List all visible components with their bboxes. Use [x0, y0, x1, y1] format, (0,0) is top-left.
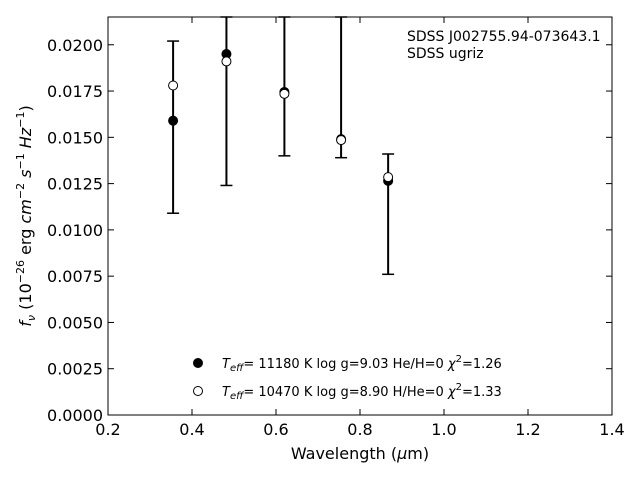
- errorbars-layer: [167, 16, 395, 276]
- y-axis-label: fν (10−26 erg cm−2 s−1 Hz−1): [14, 105, 38, 326]
- y-tick-label: 0.0025: [47, 360, 103, 379]
- x-axis-label: Wavelength (μm): [291, 444, 429, 463]
- data-point-open: [336, 135, 347, 146]
- y-tick-label: 0.0075: [47, 267, 103, 286]
- data-point-open: [383, 172, 394, 183]
- x-tick-label: 0.4: [179, 420, 204, 439]
- y-tick-label: 0.0000: [47, 406, 103, 425]
- data-point-filled: [168, 115, 179, 126]
- y-tick-label: 0.0100: [47, 221, 103, 240]
- data-point-open: [168, 80, 179, 91]
- y-tick-label: 0.0125: [47, 175, 103, 194]
- ticks-layer: 0.2 0.4 0.6 0.8 1.0 1.2 1.4 0.0000 0.0025 0.0050 0…: [47, 17, 625, 439]
- legend-marker-open: [193, 386, 203, 396]
- data-point-open: [221, 56, 232, 67]
- x-tick-label: 1.0: [431, 420, 456, 439]
- x-tick-label: 1.4: [599, 420, 624, 439]
- legend-marker-filled: [193, 358, 203, 368]
- y-tick-label: 0.0150: [47, 128, 103, 147]
- y-tick-label: 0.0050: [47, 313, 103, 332]
- x-tick-label: 0.2: [95, 420, 120, 439]
- annotation-block: SDSS J002755.94-073643.1 SDSS ugriz: [407, 29, 601, 62]
- x-tick-label: 0.6: [263, 420, 288, 439]
- y-tick-label: 0.0175: [47, 82, 103, 101]
- legend: Teff= 11180 K log g=9.03 He/H=0 χ2=1.26 …: [193, 354, 502, 402]
- legend-label-filled: Teff= 11180 K log g=9.03 He/H=0 χ2=1.26: [222, 354, 502, 374]
- annotation-object-name: SDSS J002755.94-073643.1: [407, 29, 601, 45]
- points-layer: [168, 49, 394, 186]
- y-tick-label: 0.0200: [47, 36, 103, 55]
- legend-label-open: Teff= 10470 K log g=8.90 H/He=0 χ2=1.33: [222, 382, 502, 402]
- plot-frame: [107, 16, 613, 416]
- x-tick-label: 1.2: [515, 420, 540, 439]
- annotation-filter-set: SDSS ugriz: [407, 46, 484, 62]
- data-point-open: [279, 88, 290, 99]
- x-tick-label: 0.8: [347, 420, 372, 439]
